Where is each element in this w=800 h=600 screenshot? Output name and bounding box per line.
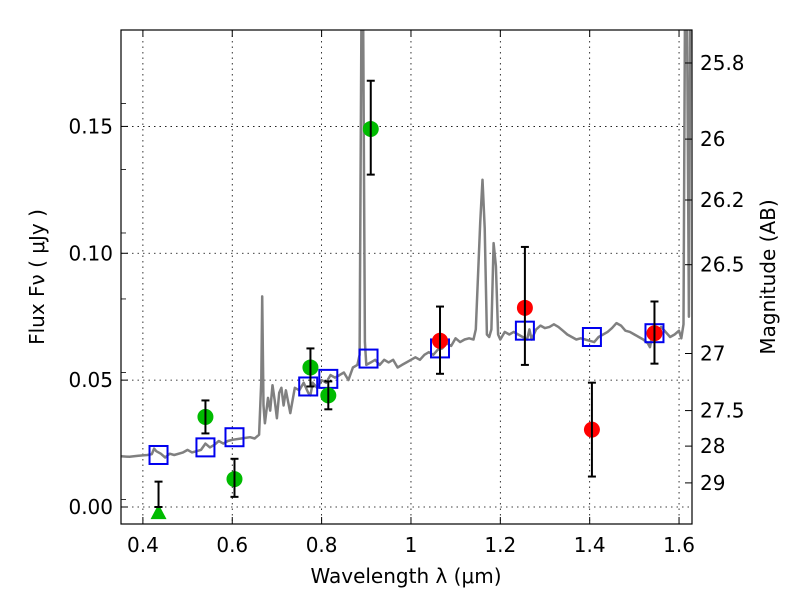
model-photometry-box	[195, 437, 216, 458]
plot-area	[121, 30, 692, 520]
right-magnitude-axis: 25.8 26 26.2 26.5 27 27.5 28 29	[121, 51, 745, 500]
right-tick-label: 25.8	[700, 51, 745, 75]
right-tick-label: 27.5	[700, 399, 745, 423]
right-tick-label: 29	[700, 471, 725, 495]
y-tick-label: 0.00	[68, 495, 113, 519]
model-photometry-box	[224, 427, 245, 448]
right-tick-label: 26.5	[700, 253, 745, 277]
x-tick-label: 1	[405, 533, 418, 557]
right-tick-label: 28	[700, 434, 725, 458]
y-tick-label: 0.05	[68, 368, 113, 392]
right-tick-label: 27	[700, 341, 725, 365]
upper-limit-triangle	[150, 504, 167, 520]
plot-frame	[120, 29, 693, 525]
y-axis: 0.00 0.05 0.10 0.15	[68, 114, 128, 519]
y-tick-label: 0.10	[68, 241, 113, 265]
model-photometry-box	[358, 348, 379, 369]
right-axis-label: Magnitude (AB)	[756, 199, 780, 354]
model-photometry-box	[581, 327, 602, 348]
x-tick-label: 1.2	[484, 533, 516, 557]
model-photometry-box	[148, 444, 169, 465]
right-tick-label: 26	[700, 127, 725, 151]
markers-layer	[148, 79, 665, 520]
model-photometry-box	[298, 376, 319, 397]
y-axis-label: Flux Fν ( μJy )	[25, 209, 49, 345]
x-tick-label: 0.8	[306, 533, 338, 557]
x-axis-label: Wavelength λ (μm)	[310, 564, 501, 588]
right-tick-label: 26.2	[700, 188, 745, 212]
x-tick-label: 0.4	[127, 533, 159, 557]
spectrum-layer	[121, 30, 692, 459]
x-tick-label: 0.6	[216, 533, 248, 557]
y-tick-label: 0.15	[68, 114, 113, 138]
spectrum-line	[121, 30, 692, 459]
x-axis: 0.4 0.6 0.8 1 1.2 1.4 1.6	[127, 30, 695, 557]
x-tick-label: 1.4	[574, 533, 606, 557]
x-tick-label: 1.6	[663, 533, 695, 557]
